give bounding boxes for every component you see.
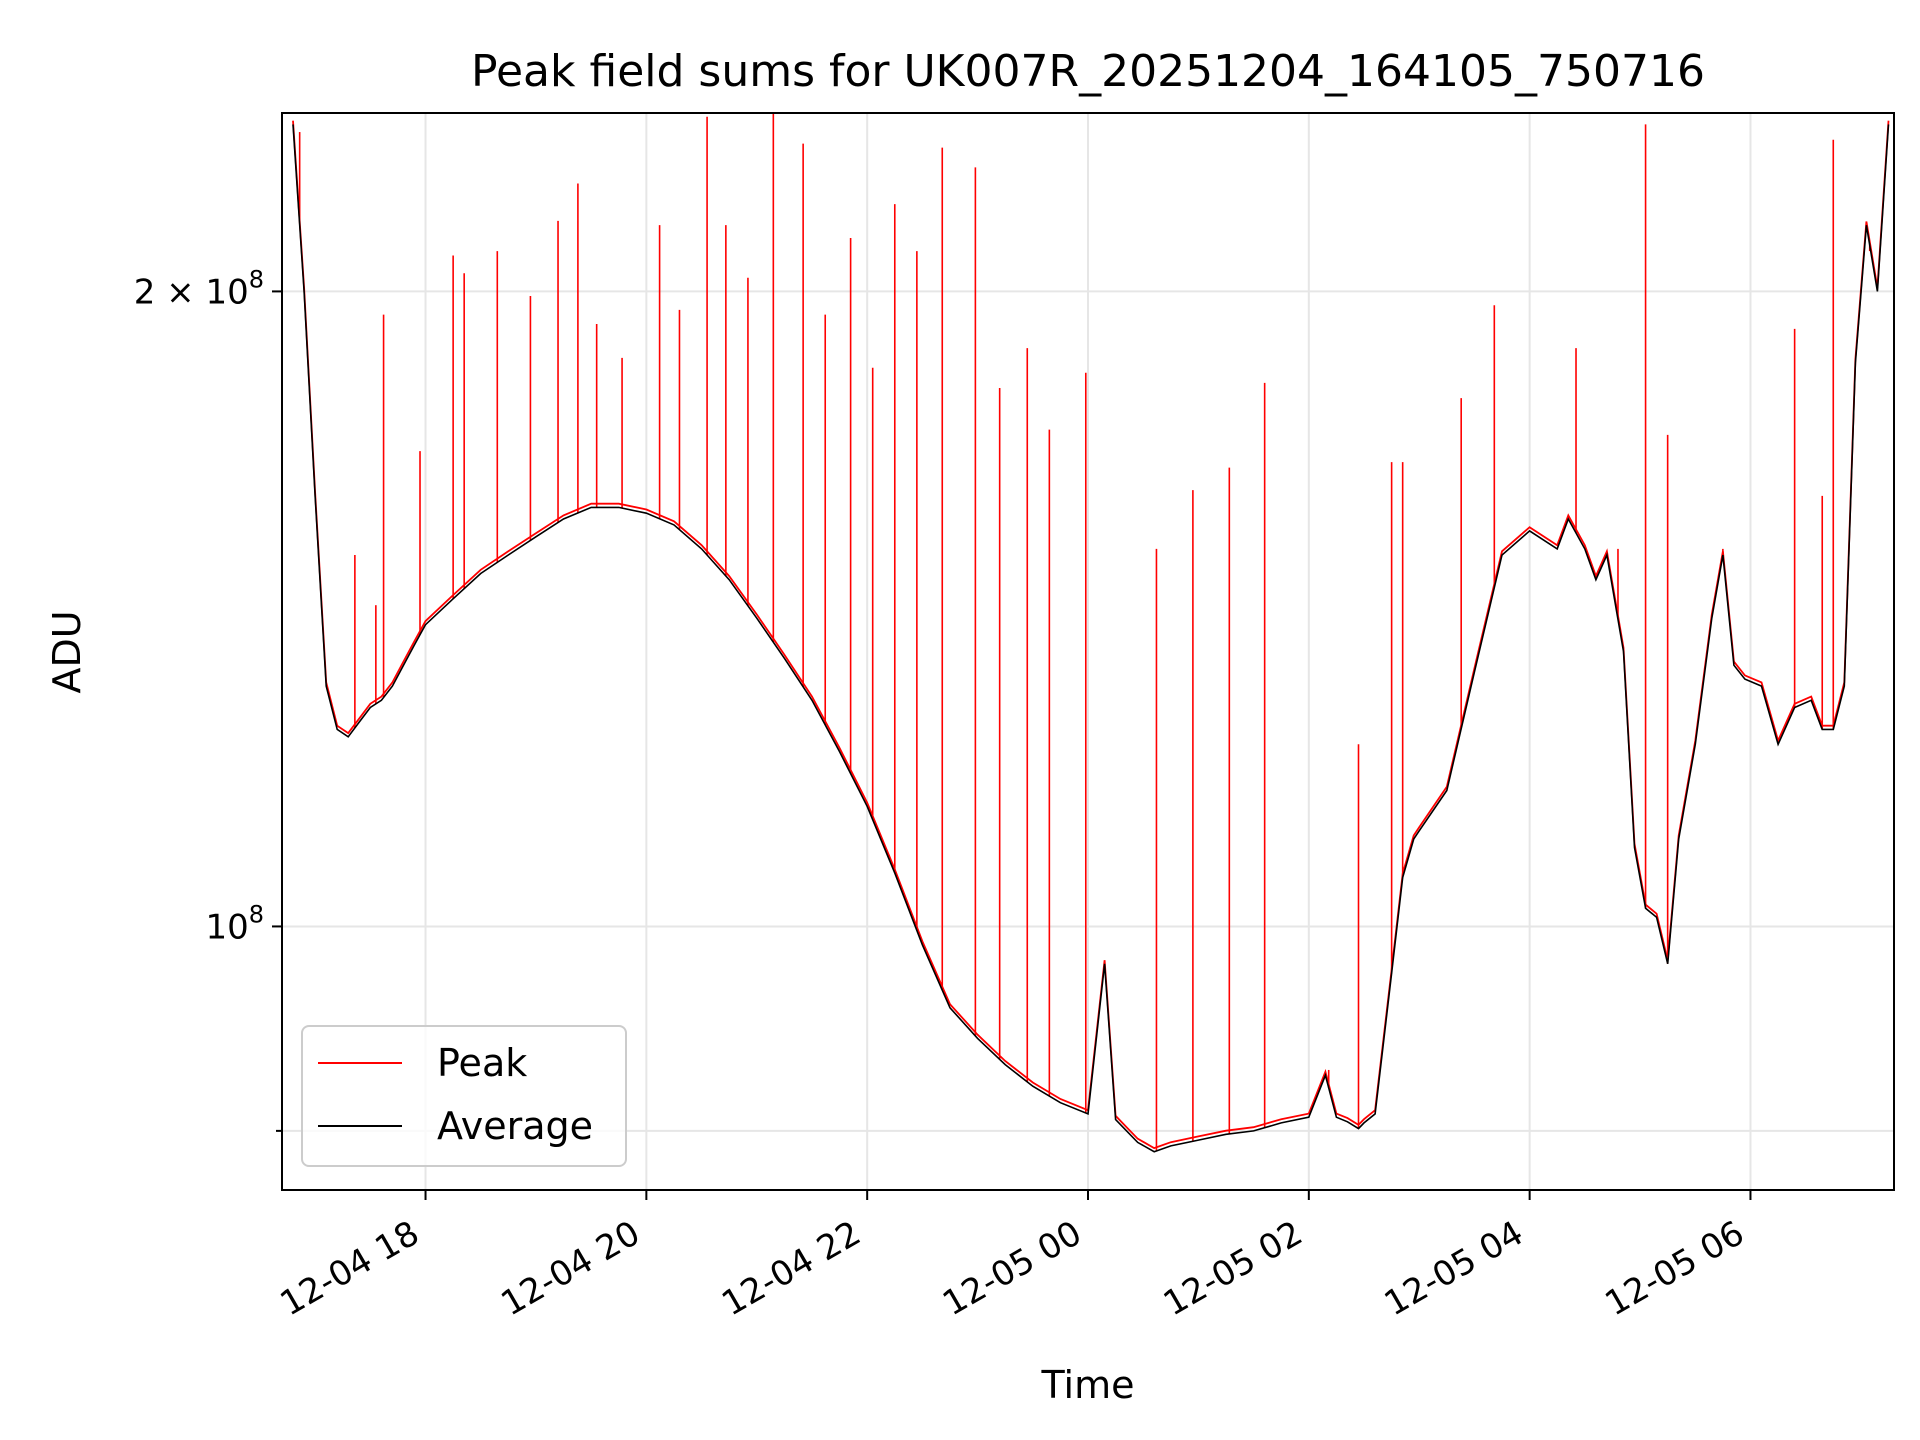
y-tick-label: 108 [205, 900, 264, 947]
series-layer [292, 113, 1890, 1153]
legend: Peak Average [301, 1025, 627, 1167]
grid [282, 113, 1894, 1190]
series-average-line [292, 124, 1890, 1153]
x-axis-label: Time [1041, 1363, 1135, 1407]
chart-title: Peak field sums for UK007R_20251204_1641… [471, 46, 1705, 97]
y-axis-label: ADU [45, 610, 89, 693]
legend-peak-label: Peak [437, 1041, 527, 1085]
y-axis: 108 2 × 108 [134, 265, 282, 1132]
y-tick-label: 2 × 108 [134, 265, 264, 312]
legend-average-label: Average [437, 1104, 593, 1148]
legend-box [301, 1025, 627, 1167]
